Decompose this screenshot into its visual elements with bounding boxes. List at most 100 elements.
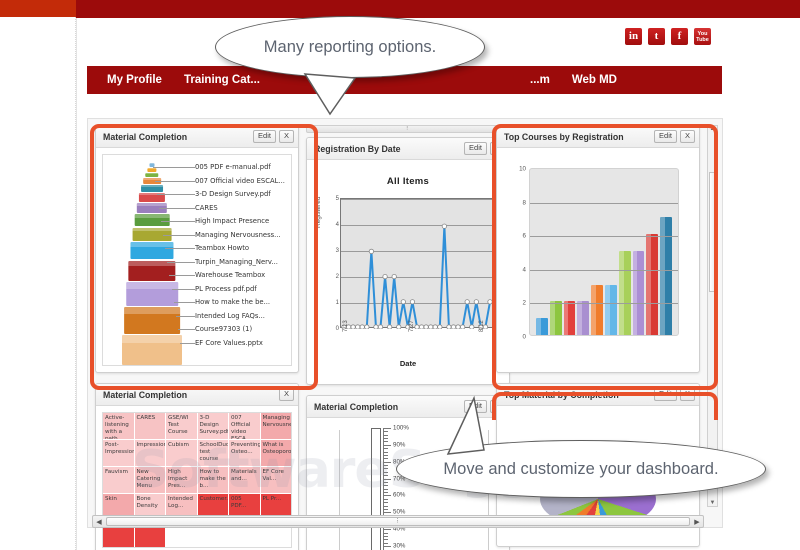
dashboard-canvas: Material Completion Edit X 005 PDF e-man… bbox=[87, 118, 723, 550]
treemap-cell: CARES bbox=[134, 413, 165, 439]
horizontal-scroll-thumb[interactable]: ⠇ bbox=[106, 517, 690, 526]
edit-button[interactable]: Edit bbox=[654, 388, 677, 401]
close-button[interactable]: X bbox=[278, 388, 294, 401]
funnel-segment-label: 007 Official video ESCAL... bbox=[195, 176, 285, 185]
bar-chart: 0 2 4 6 8 10 bbox=[503, 154, 693, 366]
treemap-cell: How to make the b... bbox=[197, 467, 228, 493]
column-drag-handle[interactable]: ⠇ bbox=[306, 125, 510, 133]
funnel-segment-label: Teambox Howto bbox=[195, 244, 250, 252]
gauge-tick-label: 50% bbox=[393, 508, 406, 516]
line-chart-ylabel: Registered bbox=[315, 196, 322, 228]
main-navigation: My Profile Training Cat... ...m Web MD bbox=[87, 66, 722, 94]
widget-title: Top Courses by Registration bbox=[504, 131, 624, 142]
edit-button[interactable]: Edit bbox=[464, 142, 487, 155]
facebook-icon[interactable]: f bbox=[671, 28, 688, 45]
y-axis-tick-label: 1 bbox=[335, 300, 339, 306]
scroll-right-icon[interactable]: ▶ bbox=[694, 518, 700, 526]
nav-item-partial[interactable]: ...m bbox=[530, 74, 550, 86]
gauge-minor-tick bbox=[383, 488, 388, 490]
close-button[interactable]: X bbox=[679, 130, 695, 143]
funnel-segment bbox=[136, 202, 168, 214]
dashboard-vertical-scrollbar[interactable]: ▲ ▼ bbox=[707, 125, 718, 507]
treemap-cell: High Impact Pres... bbox=[166, 467, 197, 493]
gauge-minor-tick bbox=[383, 481, 388, 483]
gridline bbox=[341, 277, 494, 278]
gauge-minor-tick bbox=[383, 454, 388, 456]
bar-chart-plot: 0 2 4 6 8 10 bbox=[519, 166, 679, 341]
funnel-segment-label: EF Core Values.pptx bbox=[195, 338, 263, 347]
nav-item-my-profile[interactable]: My Profile bbox=[107, 74, 162, 86]
bar bbox=[604, 284, 617, 336]
edit-button[interactable]: Edit bbox=[654, 130, 677, 143]
widget-top-courses-by-registration[interactable]: Top Courses by Registration Edit X 0 2 4 6 8… bbox=[496, 125, 700, 373]
twitter-icon[interactable]: t bbox=[648, 28, 665, 45]
scroll-down-icon[interactable]: ▼ bbox=[709, 500, 716, 506]
treemap-cell: What is Osteoporosis? bbox=[260, 440, 291, 466]
widget-body: Active-listening with a path CARES GSE/WI … bbox=[96, 406, 298, 550]
treemap-cell: GSE/WI Test Course bbox=[166, 413, 197, 439]
gauge-tick-label: 80% bbox=[393, 458, 406, 466]
funnel-segment-label: High Impact Presence bbox=[195, 217, 270, 225]
y-axis-tick-label: 4 bbox=[335, 222, 339, 228]
youtube-icon[interactable]: You Tube bbox=[694, 28, 711, 45]
gridline bbox=[341, 303, 494, 304]
y-axis-tick-label: 0 bbox=[335, 326, 339, 332]
treemap-cell: EF Core Val... bbox=[260, 467, 291, 493]
edit-button[interactable]: Edit bbox=[253, 130, 276, 143]
gauge-minor-tick bbox=[383, 475, 388, 477]
funnel-leader-line bbox=[175, 315, 195, 317]
edit-button[interactable]: Edit bbox=[464, 400, 487, 413]
gauge-tube bbox=[371, 428, 381, 550]
funnel-segment-label: Turpin_Managing_Nerv... bbox=[195, 257, 278, 266]
gauge-tick-label: 70% bbox=[393, 475, 406, 483]
y-axis-tick-label: 0 bbox=[522, 333, 526, 341]
line-chart-xlabel: Date bbox=[399, 359, 417, 368]
treemap-cell: Materials and... bbox=[229, 467, 260, 493]
gauge-minor-tick bbox=[383, 451, 388, 453]
bar bbox=[618, 251, 631, 335]
dashboard-column-3: Top Courses by Registration Edit X 0 2 4 6 8… bbox=[496, 125, 700, 547]
funnel-segment-label: Course97303 (1) bbox=[195, 325, 253, 333]
linkedin-icon[interactable]: in bbox=[625, 28, 642, 45]
gauge-minor-tick bbox=[383, 465, 388, 467]
widget-header: Top Courses by Registration Edit X bbox=[497, 126, 699, 148]
funnel-segment bbox=[124, 306, 180, 334]
gauge-minor-tick bbox=[383, 471, 388, 473]
gauge-tick bbox=[383, 495, 391, 497]
youtube-icon-top: You bbox=[697, 30, 708, 37]
nav-item-web-md[interactable]: Web MD bbox=[571, 74, 617, 86]
treemap-cell: Preventing Osteo... bbox=[229, 440, 260, 466]
close-button[interactable]: X bbox=[679, 388, 695, 401]
y-axis-tick-label: 8 bbox=[522, 199, 526, 207]
y-axis-tick-label: 2 bbox=[335, 274, 339, 280]
funnel-segment bbox=[130, 242, 174, 260]
funnel-leader-line bbox=[156, 194, 195, 195]
gauge-minor-tick bbox=[383, 448, 388, 450]
horizontal-scrollbar[interactable]: ◀ ⠇ ▶ bbox=[92, 515, 704, 528]
gauge-minor-tick bbox=[383, 458, 388, 460]
y-axis-tick-label: 3 bbox=[335, 248, 339, 254]
gridline bbox=[530, 236, 678, 238]
gauge-tick-label: 100% bbox=[393, 424, 409, 432]
scroll-left-icon[interactable]: ◀ bbox=[96, 518, 102, 526]
close-button[interactable]: X bbox=[278, 130, 294, 143]
widget-registration-by-date[interactable]: Registration By Date Edit X All Items Re… bbox=[306, 137, 510, 385]
line-chart: All Items Registered 0 1 2 3 4 5 7/13 7/27 8/12… bbox=[313, 166, 503, 378]
gauge-minor-tick bbox=[383, 535, 388, 537]
gauge-tick-label: 90% bbox=[393, 441, 406, 449]
funnel-leader-line bbox=[169, 275, 195, 276]
vertical-scroll-thumb[interactable] bbox=[709, 172, 716, 292]
gauge-tick bbox=[383, 444, 391, 446]
gauge-frame bbox=[339, 430, 489, 550]
funnel-segment bbox=[132, 227, 172, 242]
gauge-minor-tick bbox=[383, 505, 388, 507]
widget-title: Material Completion bbox=[103, 131, 188, 142]
gauge-minor-tick bbox=[383, 468, 388, 470]
widget-material-completion-funnel[interactable]: Material Completion Edit X 005 PDF e-man… bbox=[95, 125, 299, 373]
youtube-icon-bottom: Tube bbox=[696, 36, 709, 43]
gauge-minor-tick bbox=[383, 434, 388, 436]
scroll-up-icon[interactable]: ▲ bbox=[709, 126, 716, 132]
nav-item-training-catalog[interactable]: Training Cat... bbox=[183, 74, 261, 86]
bar-chart-bars bbox=[536, 169, 672, 336]
